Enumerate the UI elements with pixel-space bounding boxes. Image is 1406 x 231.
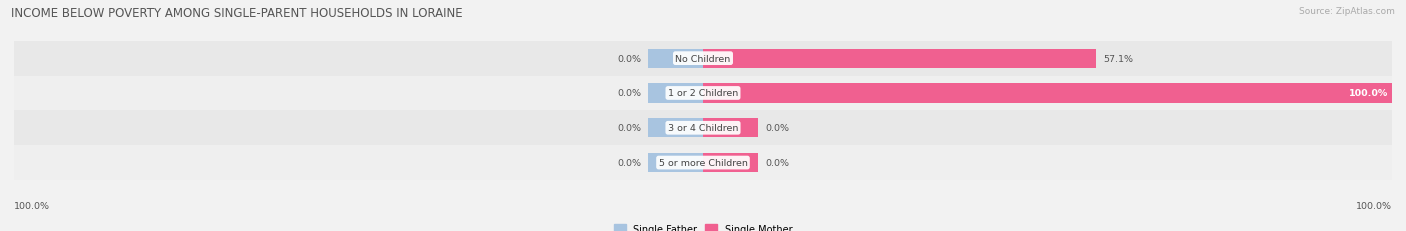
Bar	[14, 111, 1392, 146]
Bar	[703, 49, 1097, 68]
Text: 3 or 4 Children: 3 or 4 Children	[668, 124, 738, 133]
Bar	[14, 146, 1392, 180]
Bar	[14, 76, 1392, 111]
Bar	[14, 42, 1392, 76]
Text: 100.0%: 100.0%	[14, 201, 51, 210]
Text: 0.0%: 0.0%	[617, 89, 641, 98]
Text: 0.0%: 0.0%	[765, 124, 789, 133]
Bar	[648, 84, 703, 103]
Text: No Children: No Children	[675, 55, 731, 63]
Text: Source: ZipAtlas.com: Source: ZipAtlas.com	[1299, 7, 1395, 16]
Text: 100.0%: 100.0%	[1355, 201, 1392, 210]
Text: 0.0%: 0.0%	[765, 158, 789, 167]
Bar	[648, 119, 703, 138]
Bar	[703, 119, 758, 138]
Text: 0.0%: 0.0%	[617, 158, 641, 167]
Legend: Single Father, Single Mother: Single Father, Single Mother	[610, 220, 796, 231]
Text: INCOME BELOW POVERTY AMONG SINGLE-PARENT HOUSEHOLDS IN LORAINE: INCOME BELOW POVERTY AMONG SINGLE-PARENT…	[11, 7, 463, 20]
Text: 0.0%: 0.0%	[617, 124, 641, 133]
Bar	[648, 49, 703, 68]
Text: 1 or 2 Children: 1 or 2 Children	[668, 89, 738, 98]
Bar	[648, 153, 703, 172]
Bar	[703, 84, 1392, 103]
Text: 0.0%: 0.0%	[617, 55, 641, 63]
Bar	[703, 153, 758, 172]
Text: 57.1%: 57.1%	[1104, 55, 1133, 63]
Text: 5 or more Children: 5 or more Children	[658, 158, 748, 167]
Text: 100.0%: 100.0%	[1350, 89, 1389, 98]
